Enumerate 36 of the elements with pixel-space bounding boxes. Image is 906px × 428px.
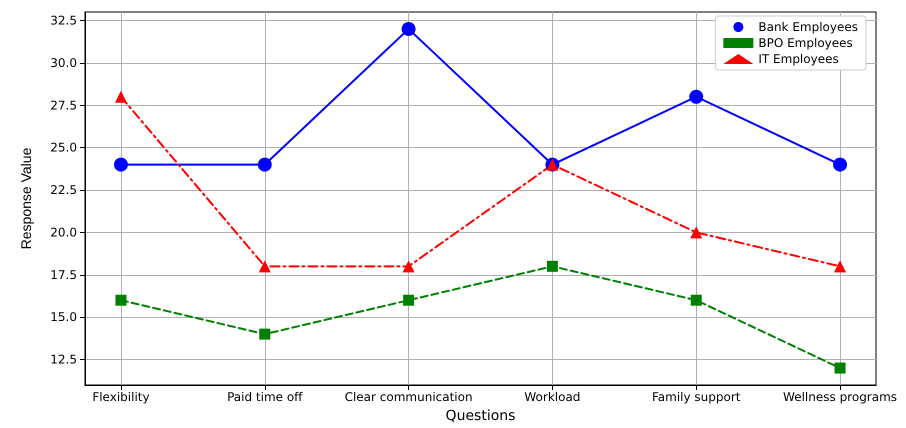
y-tick-label: 27.5 [50, 98, 77, 112]
point [834, 260, 846, 272]
x-tick-label: Clear communication [344, 390, 473, 404]
y-tick-label: 15.0 [50, 310, 77, 324]
y-tick-label: 30.0 [50, 56, 77, 70]
point [833, 158, 848, 172]
y-tick-label: 22.5 [50, 183, 77, 198]
x-tick-label: Wellness programs [783, 390, 898, 404]
point [403, 294, 414, 306]
point [690, 226, 702, 238]
point [114, 158, 128, 172]
y-tick-label: 17.5 [50, 268, 77, 282]
point [834, 362, 846, 374]
legend-label: IT Employees [758, 52, 839, 66]
point [690, 294, 702, 306]
y-tick-label: 32.5 [50, 13, 77, 28]
point [546, 260, 558, 272]
x-tick-label: Workload [524, 390, 580, 404]
x-tick-label: Paid time off [227, 390, 304, 404]
point [689, 90, 704, 104]
x-tick-label: Family support [652, 390, 741, 404]
point [259, 328, 270, 340]
y-tick-label: 25.0 [50, 140, 77, 155]
y-axis-title: Response Value [18, 147, 34, 250]
point [402, 22, 416, 36]
x-axis-title: Questions [446, 408, 516, 424]
point [258, 260, 271, 272]
point [258, 158, 272, 172]
legend-label: BPO Employees [758, 36, 853, 50]
point [402, 260, 415, 272]
y-tick-label: 20.0 [50, 225, 77, 240]
point [114, 90, 127, 103]
y-tick-label: 12.5 [50, 352, 77, 367]
x-tick-label: Flexibility [92, 390, 150, 404]
legend-label: Bank Employees [758, 20, 858, 34]
point [115, 294, 126, 306]
